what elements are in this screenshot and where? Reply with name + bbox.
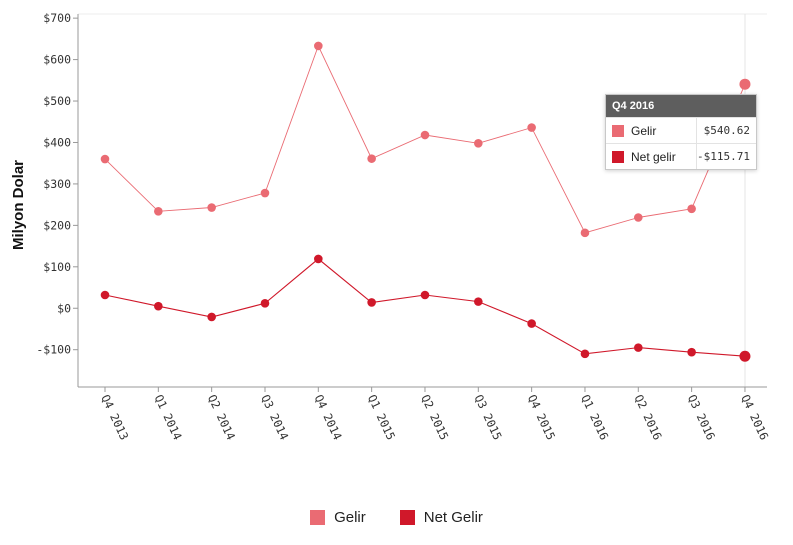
y-tick-label: $700 [43, 11, 71, 25]
legend-label: Net Gelir [423, 509, 483, 526]
data-point-gelir [739, 78, 751, 90]
data-point-gelir [474, 139, 483, 148]
data-point-net-gelir [367, 298, 376, 307]
tooltip-swatch-net-gelir [612, 150, 624, 163]
y-tick-label: $100 [43, 260, 71, 274]
data-point-net-gelir [100, 290, 110, 300]
y-axis-title: Milyon Dolar [10, 160, 27, 250]
y-tick-label: -$100 [36, 343, 71, 357]
series-line-net-gelir [104, 258, 746, 357]
tooltip-row-name: Gelir [631, 123, 657, 138]
x-tick-label: Q3 2015 [472, 392, 505, 442]
tooltip-row-name: Net gelir [631, 149, 676, 164]
x-tick-label: Q1 2014 [152, 392, 185, 442]
data-point-net-gelir [260, 298, 270, 308]
x-tick-label: Q1 2016 [578, 392, 611, 442]
data-point-gelir [580, 228, 590, 238]
x-axis: Q4 2013 Q1 2014 Q2 2014 Q3 2014 Q4 2014 Q1 20… [78, 386, 771, 442]
y-tick-label: $300 [43, 177, 71, 191]
data-point-gelir [420, 130, 430, 140]
x-tick-label: Q4 2013 [98, 392, 131, 442]
x-tick-label: Q4 2014 [312, 392, 345, 442]
legend-item-net-gelir[interactable]: Net Gelir [399, 509, 483, 526]
tooltip-row-value: $540.62 [703, 124, 750, 137]
legend: Gelir Net Gelir [0, 509, 793, 526]
y-tick-label: $600 [43, 53, 71, 67]
x-tick-label: Q2 2015 [418, 392, 451, 442]
data-point-gelir [367, 154, 376, 163]
data-point-net-gelir [580, 349, 590, 359]
tooltip-row-gelir: Gelir $540.62 [606, 117, 756, 143]
data-point-net-gelir [420, 290, 430, 300]
tooltip: Q4 2016 Gelir $540.62 Net gelir -$115.71 [605, 94, 757, 170]
data-point-gelir [527, 123, 536, 132]
data-point-net-gelir [154, 301, 163, 311]
tooltip-row-net-gelir: Net gelir -$115.71 [606, 143, 756, 169]
data-point-gelir [314, 41, 323, 51]
series-layer [100, 41, 751, 362]
data-point-net-gelir [207, 312, 216, 322]
data-point-net-gelir [474, 297, 483, 306]
x-tick-label: Q1 2015 [365, 392, 398, 442]
legend-swatch-gelir [310, 510, 326, 525]
data-point-net-gelir [634, 343, 643, 352]
data-point-gelir [260, 188, 270, 198]
data-point-gelir [687, 204, 696, 214]
data-point-net-gelir [739, 350, 751, 362]
x-tick-label: Q2 2014 [205, 392, 238, 442]
data-point-gelir [100, 154, 110, 164]
legend-item-gelir[interactable]: Gelir [310, 509, 366, 526]
y-tick-label: $200 [43, 218, 71, 232]
x-tick-label: Q2 2016 [632, 392, 665, 442]
y-tick-label: $400 [43, 135, 71, 149]
x-tick-label: Q4 2015 [525, 392, 558, 442]
tooltip-swatch-gelir [612, 124, 624, 137]
x-tick-label: Q3 2014 [258, 392, 291, 442]
data-point-net-gelir [527, 319, 536, 328]
tooltip-title: Q4 2016 [606, 95, 756, 117]
data-point-gelir [154, 206, 163, 216]
data-point-net-gelir [687, 347, 696, 357]
x-tick-label: Q4 2016 [738, 392, 771, 442]
data-point-gelir [207, 203, 216, 212]
tooltip-row-value: -$115.71 [697, 150, 750, 163]
data-point-gelir [634, 213, 643, 222]
y-axis: $700 $600 $500 $400 $300 $200 $100 $0 -$100 [36, 11, 79, 387]
x-tick-label: Q3 2016 [685, 392, 718, 442]
data-point-net-gelir [314, 254, 323, 264]
legend-label: Gelir [334, 509, 366, 526]
y-tick-label: $500 [43, 94, 71, 108]
legend-swatch-net-gelir [399, 510, 415, 525]
y-tick-label: $0 [57, 301, 71, 315]
